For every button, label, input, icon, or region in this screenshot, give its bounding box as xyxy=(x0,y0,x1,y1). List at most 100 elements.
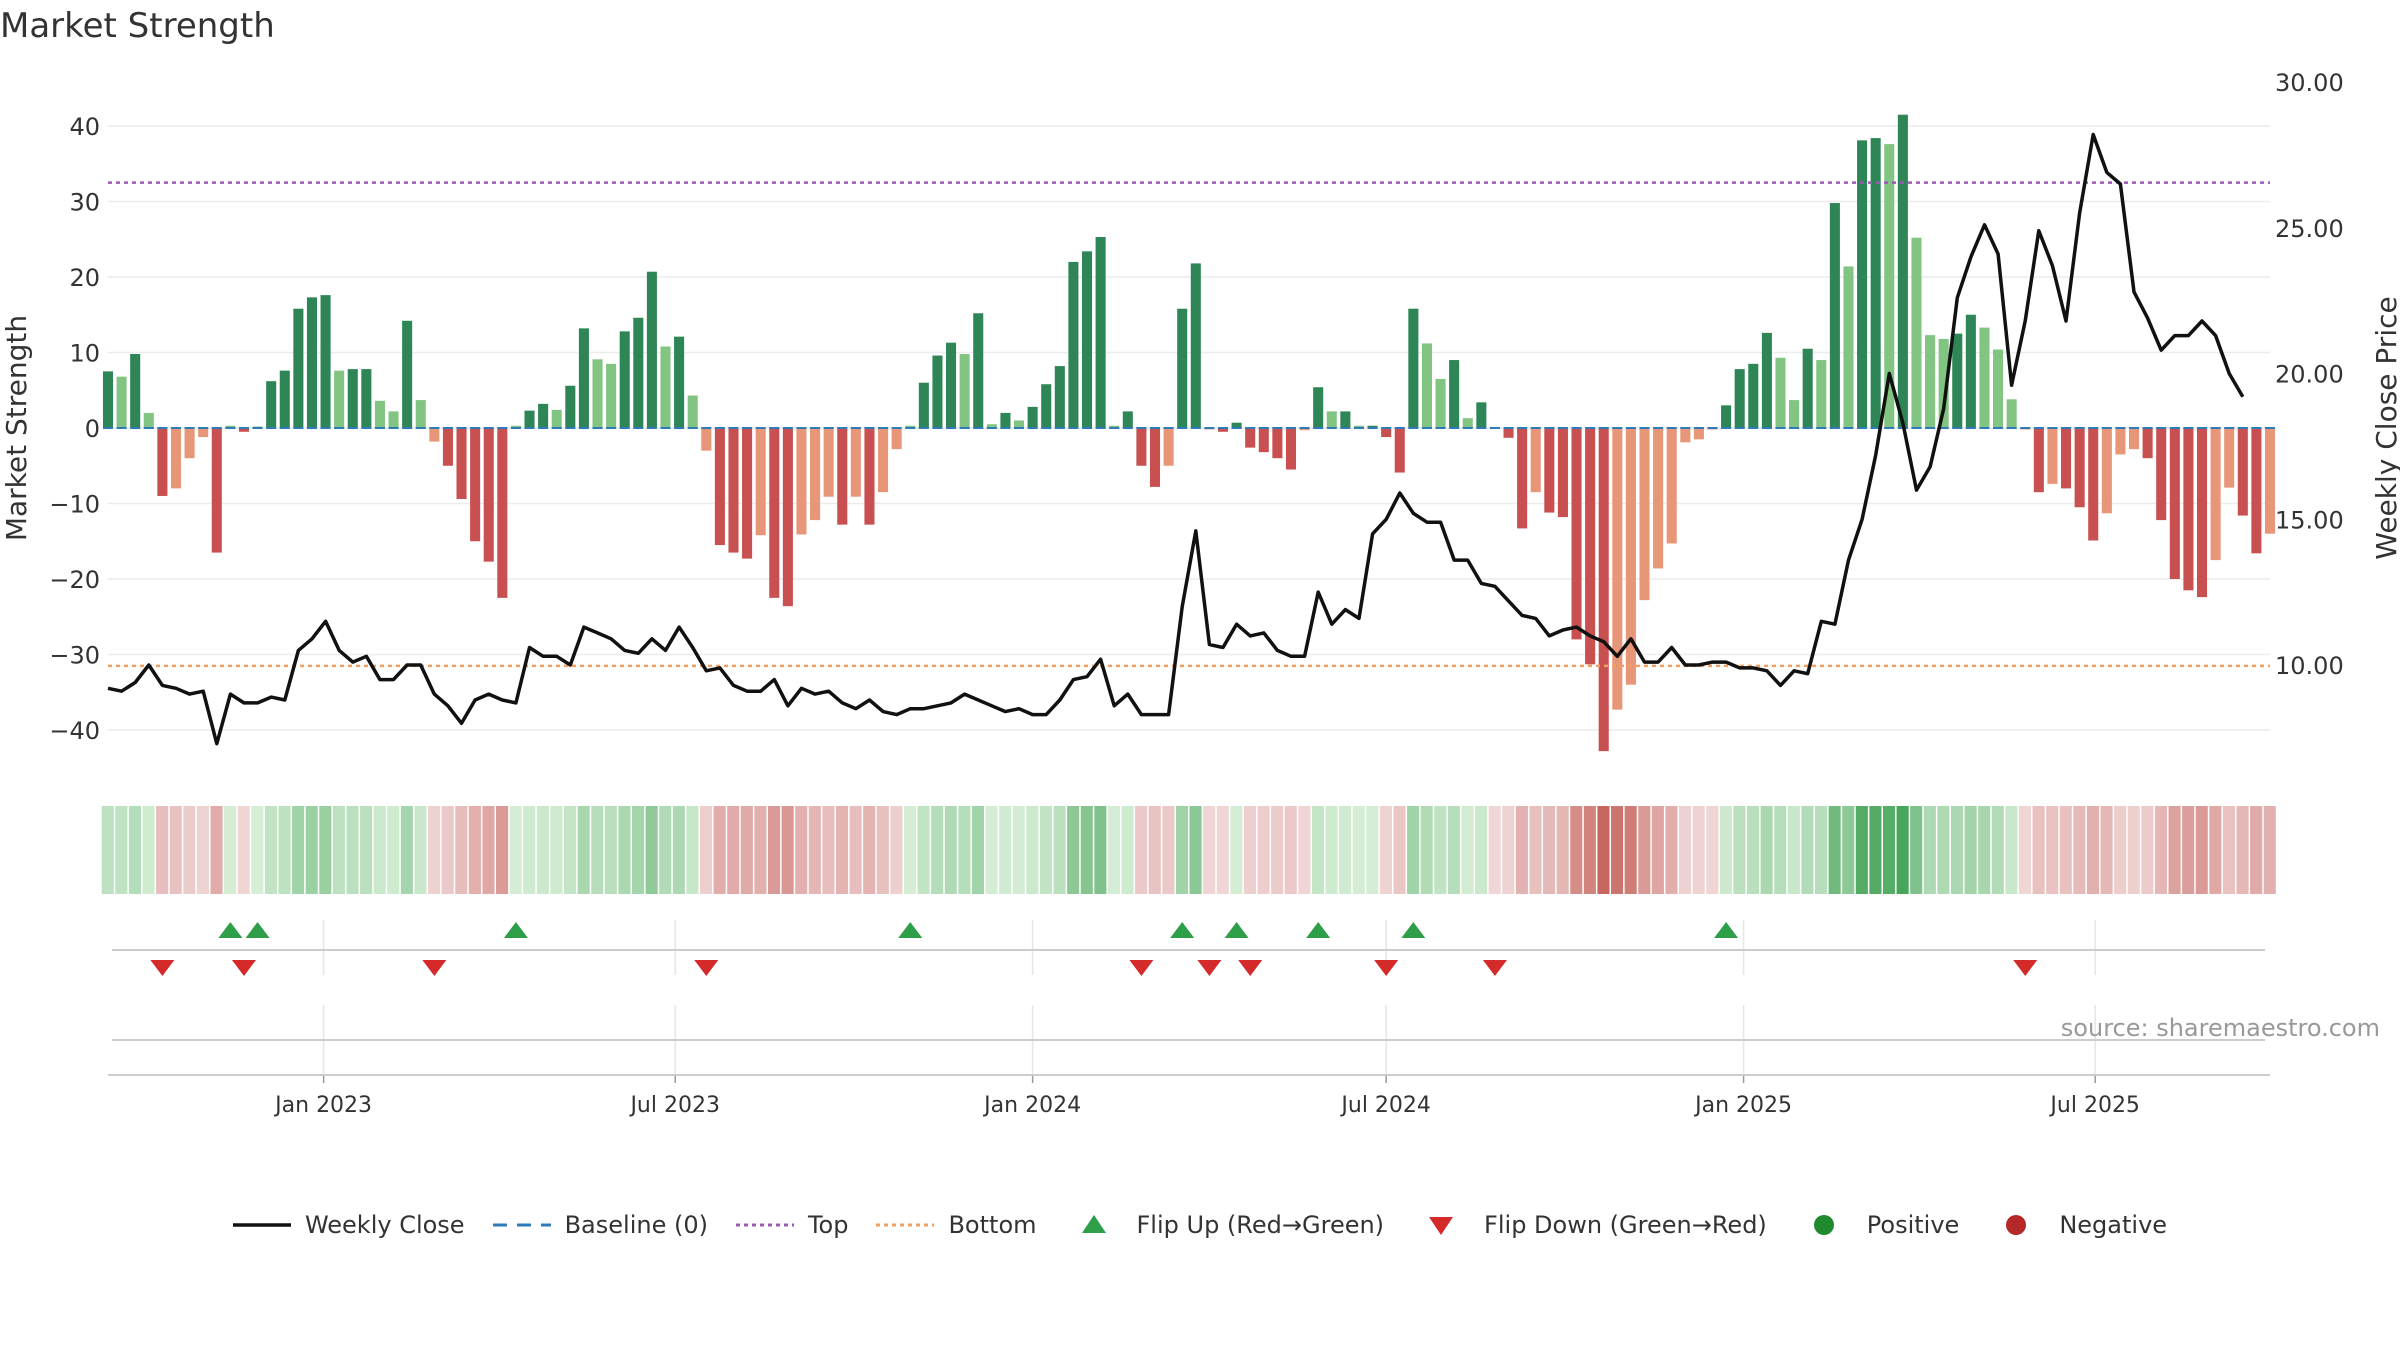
strength-bar xyxy=(837,428,848,525)
strength-bar xyxy=(415,400,426,428)
heat-cell xyxy=(1053,806,1066,894)
heat-cell xyxy=(2168,806,2181,894)
heat-cell xyxy=(1842,806,1855,894)
heat-cell xyxy=(808,806,821,894)
x-tick-label: Jan 2024 xyxy=(982,1093,1081,1118)
heat-cell xyxy=(428,806,441,894)
heat-cell xyxy=(1801,806,1814,894)
heat-cell xyxy=(1284,806,1297,894)
strength-bar xyxy=(878,428,889,493)
strength-bar xyxy=(157,428,168,496)
strength-bar xyxy=(1938,338,1949,428)
strength-bar xyxy=(728,428,739,553)
strength-bar xyxy=(1381,428,1392,438)
strength-bar xyxy=(1816,360,1827,428)
strength-bar xyxy=(606,363,617,428)
y2-tick-label: 30.00 xyxy=(2275,69,2344,97)
heat-cell xyxy=(835,806,849,894)
heat-cell xyxy=(319,806,332,894)
heat-cell xyxy=(414,806,427,894)
heat-cell xyxy=(767,806,781,894)
y2-tick-label: 20.00 xyxy=(2275,361,2344,389)
strength-bar xyxy=(374,400,385,428)
strength-bar xyxy=(1190,263,1201,428)
strength-bar xyxy=(211,428,222,553)
heat-cell xyxy=(577,806,590,894)
heat-cell xyxy=(373,806,386,894)
heat-cell xyxy=(1978,806,1991,894)
strength-bar xyxy=(1625,428,1636,685)
heat-cell xyxy=(101,806,114,894)
strength-bar xyxy=(1177,308,1188,428)
legend-symbol-icon xyxy=(876,1223,935,1227)
heat-cell xyxy=(2182,806,2195,894)
strength-bar xyxy=(1421,343,1432,428)
heat-cell xyxy=(1475,806,1488,894)
heat-cell xyxy=(2222,806,2236,894)
heat-cell xyxy=(1692,806,1705,894)
strength-bar xyxy=(2251,428,2262,554)
heat-cell xyxy=(1774,806,1787,894)
heat-cell xyxy=(1271,806,1284,894)
strength-bar xyxy=(1149,428,1161,487)
strength-bar xyxy=(2074,428,2085,508)
strength-bar xyxy=(1557,428,1568,518)
strength-bar xyxy=(1245,428,1256,448)
flip-up-marker xyxy=(1224,922,1249,938)
strength-bar xyxy=(1843,266,1854,428)
heat-cell xyxy=(1148,806,1161,894)
heat-cell xyxy=(1719,806,1732,894)
strength-bar xyxy=(1925,335,1936,428)
strength-bar xyxy=(1911,237,1922,428)
strength-bar xyxy=(619,331,630,428)
strength-bar xyxy=(1544,428,1555,513)
heat-cell xyxy=(958,806,971,894)
strength-bar xyxy=(891,428,902,450)
heat-cell xyxy=(2114,806,2127,894)
strength-bar xyxy=(932,355,943,428)
legend-item: Positive xyxy=(1795,1211,1959,1239)
heat-cell xyxy=(645,806,658,894)
heat-cell xyxy=(1746,806,1760,894)
heat-cell xyxy=(1216,806,1229,894)
heat-cell xyxy=(618,806,631,894)
heat-cell xyxy=(2141,806,2154,894)
strength-bar xyxy=(184,428,195,459)
heat-cell xyxy=(1257,806,1270,894)
strength-bar xyxy=(2142,428,2153,459)
strength-bar xyxy=(1136,428,1147,466)
strength-bar xyxy=(1829,203,1840,428)
legend-symbol-icon xyxy=(492,1223,551,1227)
strength-bar xyxy=(755,428,766,536)
heat-cell xyxy=(931,806,944,894)
strength-bar xyxy=(864,428,875,525)
heat-cell xyxy=(1869,806,1882,894)
strength-bar xyxy=(130,354,141,428)
heat-cell xyxy=(1039,806,1053,894)
y2-tick-label: 15.00 xyxy=(2275,506,2344,534)
strength-bar xyxy=(918,382,929,428)
heat-cell xyxy=(360,806,373,894)
heat-cell xyxy=(1923,806,1936,894)
strength-bar xyxy=(1122,411,1133,428)
heat-cell xyxy=(1094,806,1107,894)
x-tick-label: Jan 2023 xyxy=(273,1093,372,1118)
strength-bar xyxy=(2006,399,2017,428)
strength-bar xyxy=(850,428,861,497)
heat-cell xyxy=(1447,806,1460,894)
heat-cell xyxy=(686,806,699,894)
strength-bar xyxy=(2183,428,2194,591)
strength-bar xyxy=(1653,428,1664,569)
strength-bar xyxy=(2061,428,2072,489)
strength-bar xyxy=(524,410,535,428)
heat-cell xyxy=(1611,806,1624,894)
strength-bar xyxy=(1163,428,1174,466)
y-tick-label: −30 xyxy=(49,642,100,670)
heat-cell xyxy=(1162,806,1175,894)
strength-bar xyxy=(1789,400,1800,428)
strength-bar xyxy=(1952,333,1963,428)
flip-up-marker xyxy=(1401,922,1426,938)
heat-cell xyxy=(1012,806,1025,894)
strength-bar xyxy=(1258,428,1269,453)
heat-cell xyxy=(971,806,985,894)
